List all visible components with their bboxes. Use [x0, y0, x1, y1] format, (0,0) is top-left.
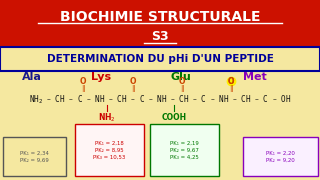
Text: ‖: ‖	[229, 85, 233, 92]
Text: NH$_2$ – CH – C – NH – CH – C – NH – CH – C – NH – CH – C – OH: NH$_2$ – CH – C – NH – CH – C – NH – CH …	[29, 94, 291, 106]
Text: NH$_2$: NH$_2$	[99, 112, 116, 124]
FancyBboxPatch shape	[3, 137, 66, 176]
Text: O: O	[179, 77, 185, 86]
Text: PK₁ = 2,19
PK₂ = 9,67
PK₃ = 4,25: PK₁ = 2,19 PK₂ = 9,67 PK₃ = 4,25	[170, 140, 198, 160]
Text: PK₁ = 2,20
PK₂ = 9,20: PK₁ = 2,20 PK₂ = 9,20	[266, 150, 295, 163]
Text: S3: S3	[151, 30, 169, 43]
Text: Glu: Glu	[171, 71, 191, 82]
Text: DETERMINATION DU pHi D'UN PEPTIDE: DETERMINATION DU pHi D'UN PEPTIDE	[47, 54, 273, 64]
Text: Lys: Lys	[91, 71, 111, 82]
Text: O: O	[79, 77, 86, 86]
Text: ‖: ‖	[180, 85, 183, 92]
Text: ‖: ‖	[81, 85, 84, 92]
Text: BIOCHIMIE STRUCTURALE: BIOCHIMIE STRUCTURALE	[60, 10, 260, 24]
FancyBboxPatch shape	[0, 66, 320, 180]
Text: ‖: ‖	[131, 85, 134, 92]
FancyBboxPatch shape	[150, 124, 219, 176]
Text: COOH: COOH	[162, 113, 187, 122]
FancyBboxPatch shape	[75, 124, 144, 176]
Text: O: O	[228, 77, 234, 86]
Text: PK₁ = 2,34
PK₂ = 9,69: PK₁ = 2,34 PK₂ = 9,69	[20, 150, 49, 163]
Text: O: O	[228, 77, 234, 86]
Text: PK₁ = 2,18
PK₂ = 8,95
PK₃ = 10,53: PK₁ = 2,18 PK₂ = 8,95 PK₃ = 10,53	[93, 140, 126, 160]
Text: Met: Met	[243, 71, 266, 82]
FancyBboxPatch shape	[0, 47, 320, 71]
Text: O: O	[130, 77, 136, 86]
Text: Ala: Ala	[22, 71, 42, 82]
FancyBboxPatch shape	[0, 0, 320, 66]
FancyBboxPatch shape	[243, 137, 318, 176]
